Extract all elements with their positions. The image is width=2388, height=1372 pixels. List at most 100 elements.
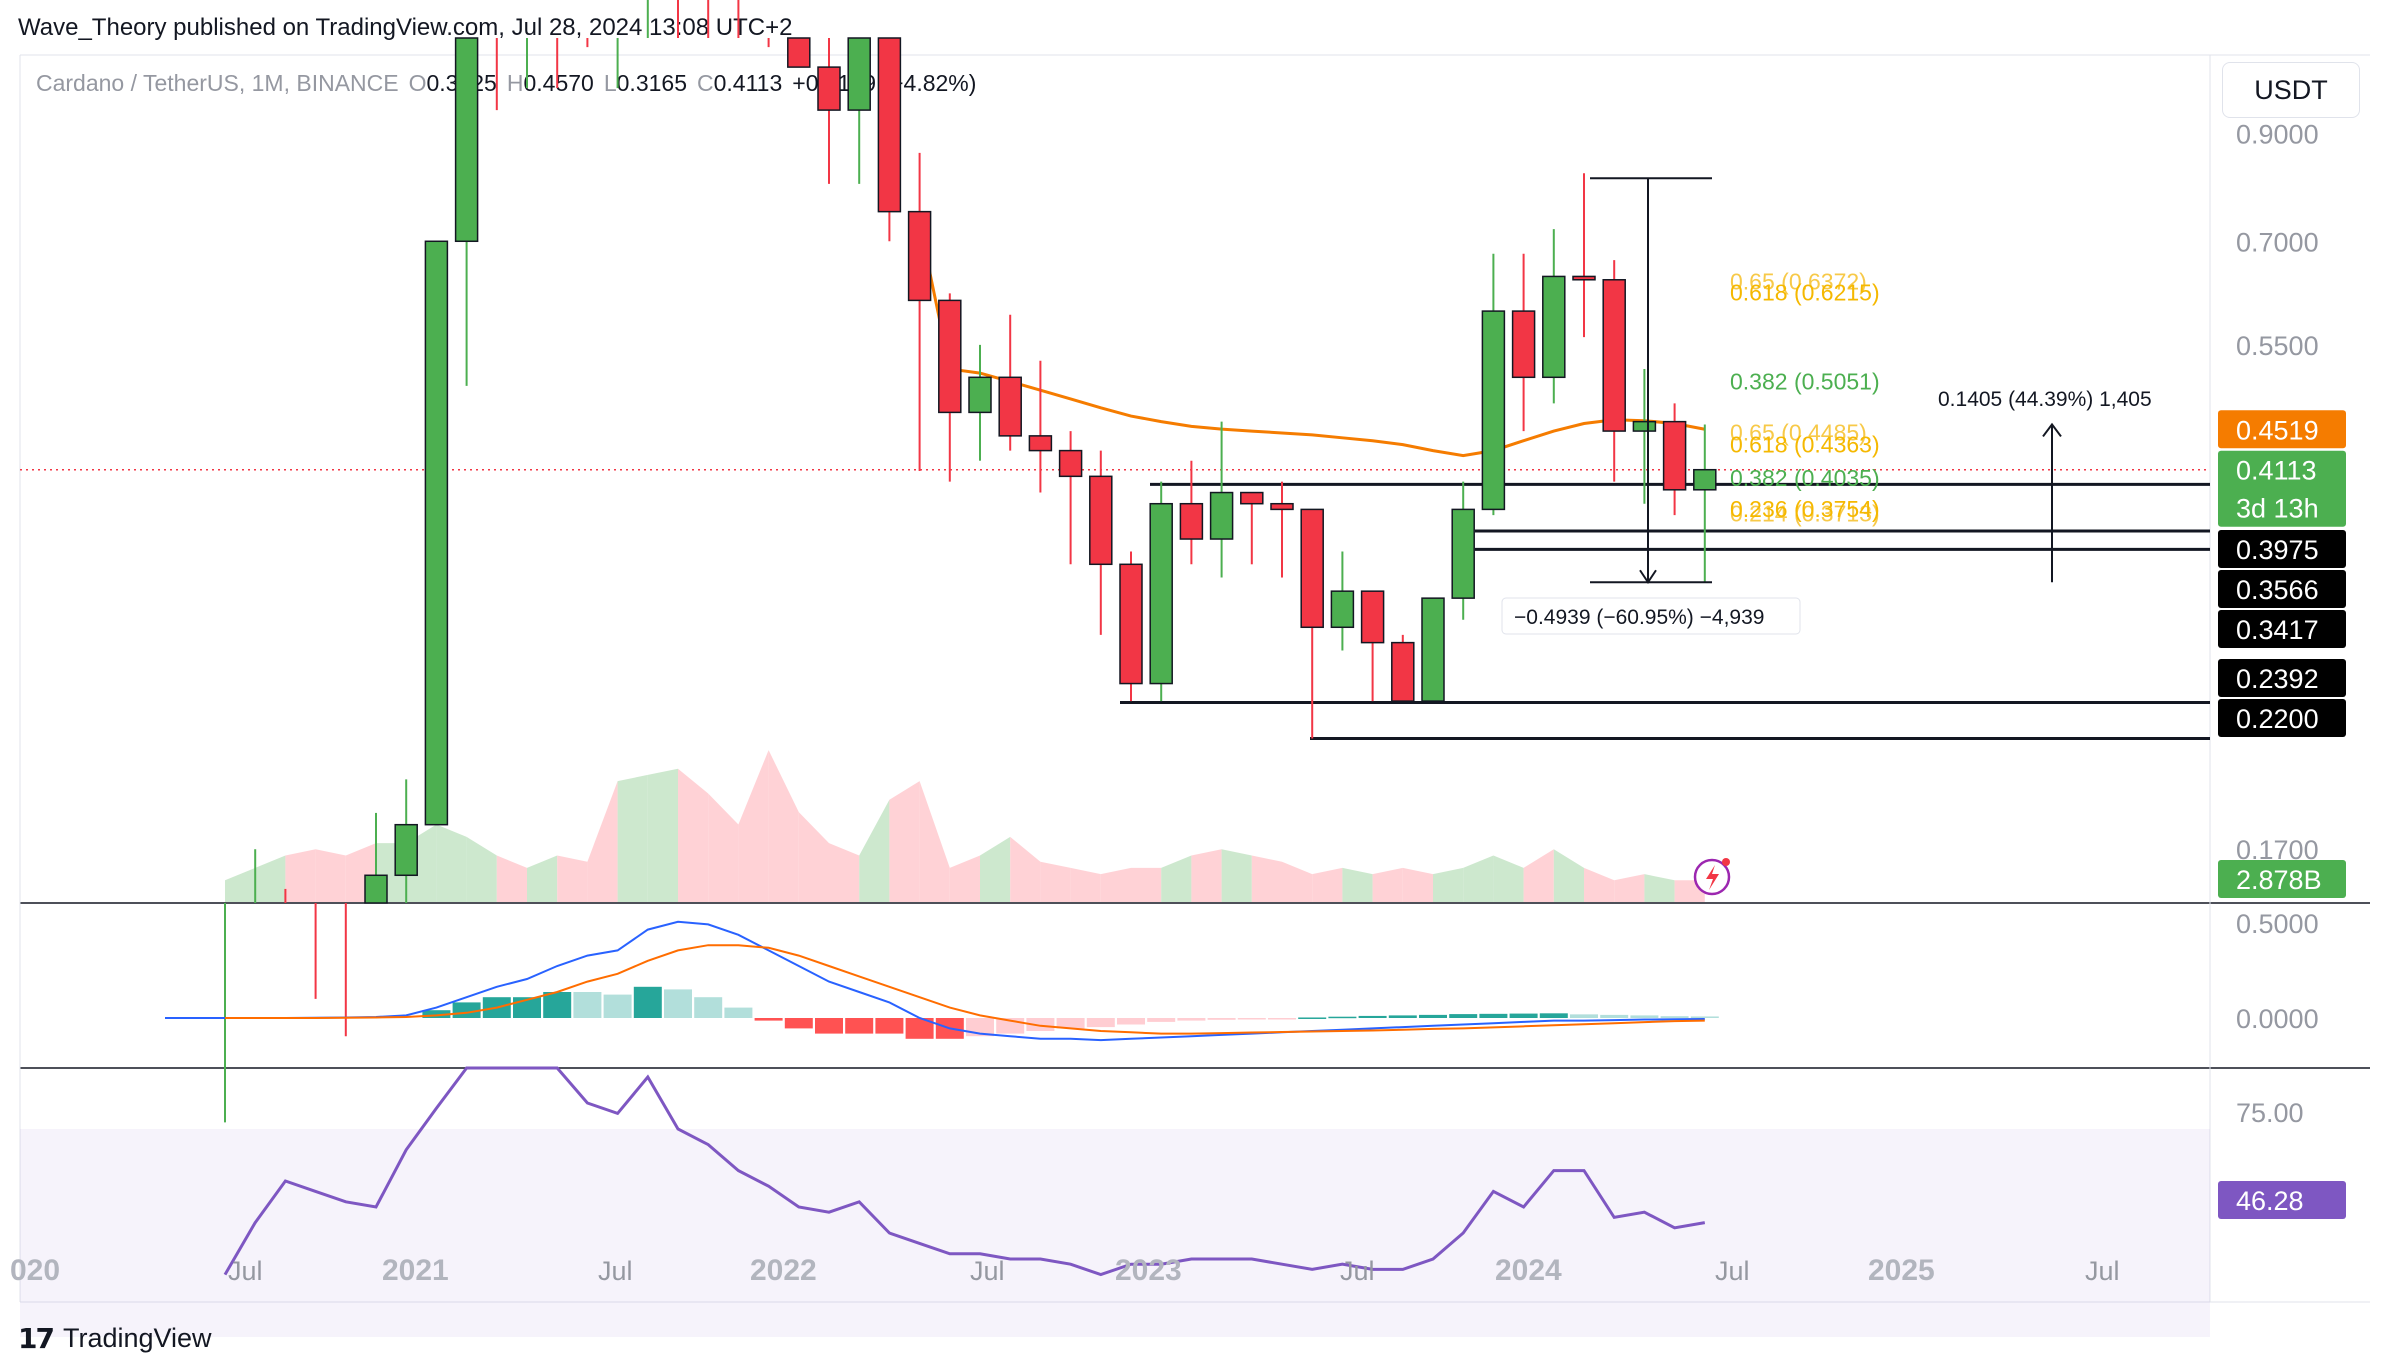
volume-bar	[466, 836, 497, 902]
candle	[1089, 450, 1113, 635]
symbol-name: Cardano / TetherUS, 1M, BINANCE	[36, 70, 399, 96]
publisher-line: Wave_Theory published on TradingView.com…	[18, 14, 793, 41]
macd-histogram-bar	[1449, 1014, 1478, 1018]
candle-body	[787, 37, 811, 68]
candle	[364, 812, 388, 904]
level-tag-0.2200: 0.2200	[2236, 704, 2319, 734]
candle-body	[1058, 449, 1083, 478]
time-axis: 020 Jul 2021 Jul 2022 Jul 2023 Jul 2024 Jul 2025 Ju…	[10, 1254, 2120, 1287]
candle-body	[1300, 508, 1324, 629]
measure-down-arrowhead	[1639, 569, 1657, 585]
candle	[1149, 481, 1173, 702]
macd-histogram-bar	[875, 1018, 904, 1034]
level-tag-0.3975-bg	[2218, 530, 2346, 568]
macd-histogram-bar	[694, 997, 723, 1018]
candle	[1119, 551, 1143, 702]
macd-pane	[165, 920, 1719, 1042]
volume-bar	[1402, 867, 1433, 902]
candle	[787, 37, 811, 68]
macd-histogram-bar	[664, 989, 692, 1018]
candle-body	[1421, 597, 1445, 702]
candle-body	[424, 240, 449, 826]
time-tick: 2021	[382, 1254, 449, 1287]
macd-histogram-bar	[754, 1018, 783, 1021]
candle	[454, 37, 479, 386]
tv-mark-icon: 17	[18, 1322, 55, 1355]
macd-histogram-bar	[1690, 1016, 1719, 1018]
ma-price-tag-bg	[2218, 410, 2346, 449]
macd-histogram-bar	[1630, 1015, 1659, 1018]
macd-histogram-bar	[1237, 1018, 1266, 1020]
time-tick: Jul	[228, 1256, 263, 1286]
level-tag-0.3417-bg	[2218, 610, 2346, 648]
macd-line	[165, 920, 1705, 1042]
macd-histogram-bar	[422, 1010, 451, 1018]
volume-bar	[980, 836, 1011, 902]
macd-histogram-bar	[1600, 1014, 1629, 1018]
level-tag-0.2392-bg	[2218, 659, 2346, 697]
level-tag-0.3975: 0.3975	[2236, 535, 2319, 565]
candlesticks	[224, 0, 1717, 1123]
open-label: O	[408, 70, 427, 96]
volume-bar	[889, 781, 920, 902]
fib-label-lower-0618: 0.618 (0.4363)	[1730, 431, 1880, 457]
tradingview-wordmark: TradingView	[62, 1323, 212, 1353]
candle-body	[1089, 475, 1113, 566]
rsi-line	[223, 1066, 1706, 1277]
time-tick: Jul	[970, 1256, 1005, 1286]
measure-tools: −0.4939 (−60.95%) −4,939 0.1405 (44.39%) …	[1501, 177, 2152, 896]
candle	[877, 37, 902, 242]
volume-bar	[829, 843, 860, 902]
macd-histogram-bar	[1358, 1015, 1387, 1018]
candle	[907, 152, 932, 472]
rsi-pane	[20, 1066, 2210, 1337]
time-tick: 2025	[1868, 1254, 1935, 1287]
fib-label-upper-0618: 0.618 (0.6215)	[1730, 279, 1880, 305]
candle-body	[1240, 491, 1264, 505]
candle	[1058, 431, 1083, 565]
measure-down-label: −0.4939 (−60.95%) −4,939	[1514, 606, 1764, 629]
macd-histogram-bar	[573, 992, 602, 1018]
volume-bar	[798, 812, 829, 902]
volume-bar	[647, 768, 678, 902]
time-tick: Jul	[1340, 1256, 1375, 1286]
currency-button[interactable]: USDT	[2222, 62, 2360, 118]
volume-bar	[1070, 867, 1101, 902]
volume-tag-bg	[2218, 860, 2346, 898]
candle-body	[998, 376, 1022, 437]
time-tick: 2024	[1495, 1254, 1562, 1287]
candle	[1179, 460, 1204, 565]
volume-bar	[1131, 867, 1162, 902]
candle	[1330, 551, 1355, 651]
countdown-tag: 3d 13h	[2236, 494, 2319, 524]
macd-histogram-bar	[1388, 1015, 1417, 1018]
candle-body	[1149, 502, 1173, 685]
macd-histogram-bar	[784, 1018, 813, 1029]
volume-bar	[1463, 855, 1494, 902]
candle-body	[1542, 275, 1566, 379]
candle	[998, 314, 1022, 451]
close-label: C	[697, 70, 714, 96]
high-label: H	[506, 70, 524, 96]
ma-price-tag: 0.4519	[2236, 415, 2319, 445]
fib-label-lower-065: 0.65 (0.4485)	[1730, 420, 1867, 446]
volume-bar	[768, 750, 799, 902]
time-tick: 2023	[1115, 1254, 1182, 1287]
volume-bar	[1493, 855, 1524, 902]
macd-histogram-bar	[724, 1007, 753, 1018]
time-tick: Jul	[598, 1256, 633, 1286]
candle	[968, 344, 992, 461]
macd-histogram-bar	[1147, 1018, 1176, 1022]
candle	[1511, 253, 1536, 432]
candle-body	[938, 299, 962, 414]
candle-body	[1662, 420, 1687, 491]
volume-bar	[225, 867, 256, 902]
time-tick: Jul	[1715, 1256, 1750, 1286]
volume-bar	[617, 774, 648, 902]
candle-body	[1602, 279, 1626, 432]
candle	[1572, 173, 1596, 338]
measure-down-box	[1501, 597, 1801, 635]
moving-average	[918, 222, 1706, 458]
macd-histogram-bar	[633, 986, 662, 1018]
